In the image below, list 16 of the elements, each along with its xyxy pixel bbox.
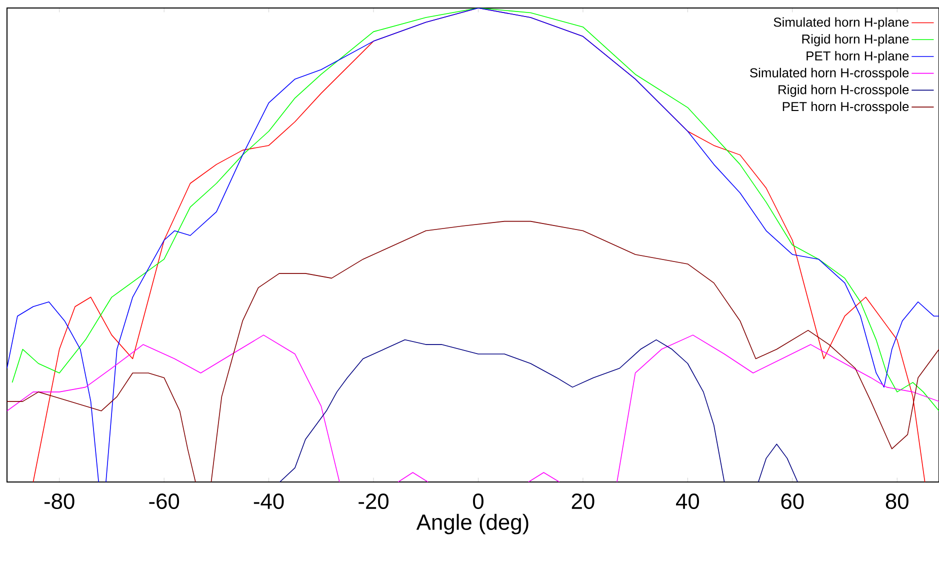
x-tick-label: 80 bbox=[886, 494, 908, 510]
x-tick-label: 60 bbox=[781, 494, 804, 510]
legend-label: Simulated horn H-plane bbox=[774, 17, 909, 30]
x-tick-label: 40 bbox=[676, 494, 700, 510]
legend-label: Rigid horn H-plane bbox=[802, 34, 909, 46]
x-tick-label: 0 bbox=[473, 494, 484, 510]
x-tick-label: -20 bbox=[358, 494, 388, 510]
x-tick-label: -60 bbox=[149, 494, 180, 510]
legend-label: Simulated horn H-crosspole bbox=[750, 68, 909, 80]
x-tick-label: -40 bbox=[254, 494, 284, 510]
x-tick-label: -80 bbox=[44, 494, 74, 510]
legend-label: Rigid horn H-crosspole bbox=[778, 84, 909, 97]
legend-label: PET horn H-plane bbox=[806, 51, 909, 64]
x-axis-title: Angle (deg) bbox=[416, 514, 528, 534]
legend-label: PET horn H-crosspole bbox=[782, 102, 909, 114]
x-tick-label: 20 bbox=[572, 494, 594, 510]
